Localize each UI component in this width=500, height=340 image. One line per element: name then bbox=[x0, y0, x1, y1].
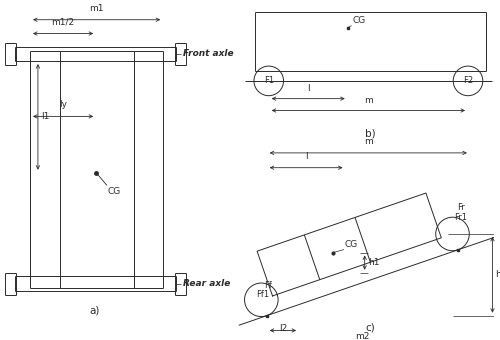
Text: b): b) bbox=[365, 128, 376, 138]
Text: m: m bbox=[364, 137, 372, 146]
Text: ly: ly bbox=[59, 101, 67, 109]
Text: h1: h1 bbox=[368, 258, 379, 267]
Text: Front axle: Front axle bbox=[183, 49, 234, 58]
Text: m1: m1 bbox=[90, 4, 104, 13]
Text: m1/2: m1/2 bbox=[52, 18, 74, 27]
Text: h: h bbox=[496, 270, 500, 279]
Text: l1: l1 bbox=[41, 113, 50, 121]
Text: CG: CG bbox=[352, 16, 366, 25]
Text: l2: l2 bbox=[279, 324, 287, 334]
Text: Fr1: Fr1 bbox=[454, 213, 468, 222]
Text: F2: F2 bbox=[463, 76, 473, 85]
Text: Ff: Ff bbox=[264, 281, 272, 290]
Text: Ff1: Ff1 bbox=[256, 290, 270, 299]
Text: l: l bbox=[307, 84, 310, 93]
Text: l: l bbox=[305, 152, 308, 161]
Text: m2: m2 bbox=[355, 332, 370, 340]
Text: a): a) bbox=[89, 306, 100, 316]
Text: m: m bbox=[364, 96, 372, 105]
Text: CG: CG bbox=[345, 240, 358, 249]
Text: c): c) bbox=[366, 322, 375, 333]
Text: CG: CG bbox=[108, 187, 121, 197]
Text: Fr: Fr bbox=[458, 203, 465, 212]
Text: F1: F1 bbox=[264, 76, 274, 85]
Text: Rear axle: Rear axle bbox=[183, 278, 230, 288]
